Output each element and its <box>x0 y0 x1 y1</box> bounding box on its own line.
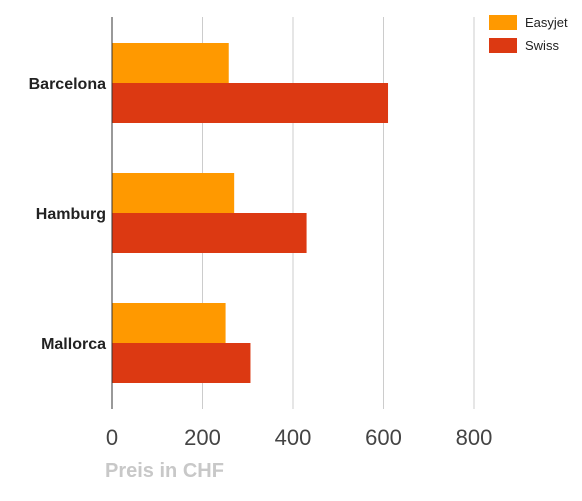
category-label: Barcelona <box>29 76 106 93</box>
bar-swiss-mallorca[interactable] <box>112 343 251 383</box>
legend-label-swiss: Swiss <box>525 38 559 53</box>
x-tick-label: 600 <box>365 425 402 450</box>
category-label: Hamburg <box>36 206 106 223</box>
x-tick-label: 200 <box>184 425 221 450</box>
bar-easyjet-hamburg[interactable] <box>112 173 235 213</box>
x-tick-label: 800 <box>456 425 493 450</box>
bars <box>112 43 389 383</box>
x-tick-label: 0 <box>106 425 118 450</box>
bar-swiss-barcelona[interactable] <box>112 83 389 123</box>
bar-easyjet-mallorca[interactable] <box>112 303 226 343</box>
x-tick-label: 400 <box>275 425 312 450</box>
bar-easyjet-barcelona[interactable] <box>112 43 229 83</box>
legend[interactable]: Easyjet Swiss <box>489 15 568 53</box>
category-label: Mallorca <box>41 336 106 353</box>
bar-swiss-hamburg[interactable] <box>112 213 307 253</box>
x-tick-labels: 0 200 400 600 800 <box>106 425 492 450</box>
legend-swatch-easyjet <box>489 15 517 30</box>
x-axis-title: Preis in CHF <box>105 460 224 482</box>
category-labels: Barcelona Hamburg Mallorca <box>29 76 106 353</box>
legend-swatch-swiss <box>489 38 517 53</box>
legend-label-easyjet: Easyjet <box>525 15 568 30</box>
